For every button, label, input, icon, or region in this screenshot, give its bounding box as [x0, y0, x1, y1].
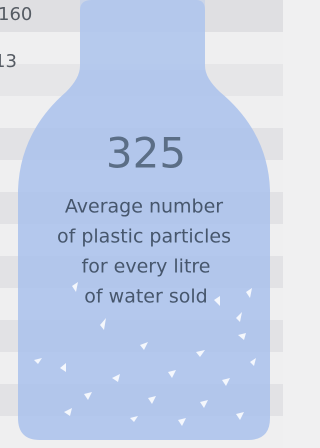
page: 160 13 325 Average number of plastic par… — [0, 0, 283, 448]
bottle-cap — [80, 0, 205, 70]
caption-line: of plastic particles — [57, 226, 231, 248]
big-number: 325 — [106, 129, 186, 178]
infographic: 160 13 325 Average number of plastic par… — [0, 0, 283, 448]
caption-line: Average number — [65, 196, 223, 218]
caption-line: for every litre — [82, 256, 211, 278]
caption-line: of water sold — [84, 286, 207, 308]
row-value: 13 — [0, 51, 17, 72]
row-value: 160 — [0, 4, 32, 25]
